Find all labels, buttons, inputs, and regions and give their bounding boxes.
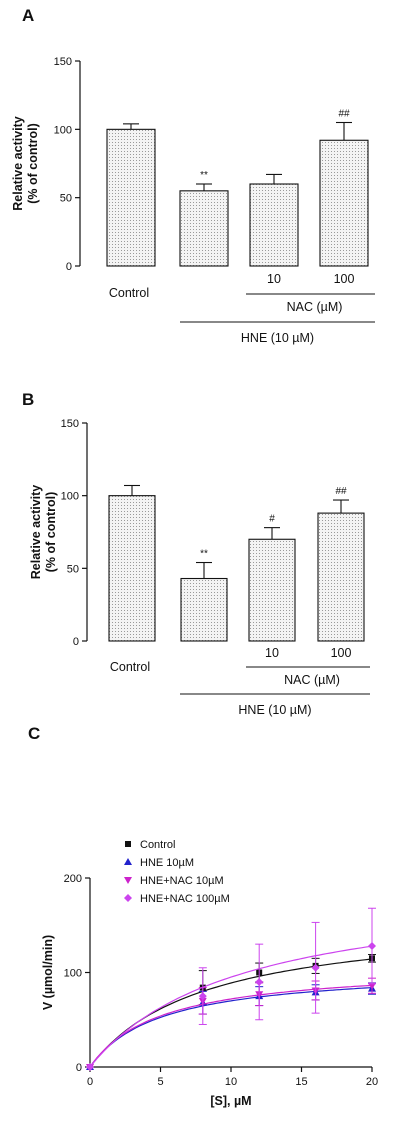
y-tick-label: 0 (76, 1062, 82, 1074)
fit-curve (89, 945, 373, 1068)
y-tick-label: 0 (73, 636, 79, 648)
bar (179, 190, 229, 267)
legend-marker (125, 841, 131, 847)
panel-a: A 0 50 100 150 Relative activity (% of contro… (0, 0, 400, 370)
x-tick-label: 5 (157, 1076, 163, 1088)
y-axis-label-line1: Relative activity (29, 485, 43, 580)
y-tick-label: 200 (64, 873, 82, 885)
x-tick-label: 10 (225, 1076, 237, 1088)
data-point (311, 963, 320, 972)
y-tick-label: 100 (64, 968, 82, 980)
category-label: 10 (267, 272, 281, 286)
nac-group-label: NAC (µM) (284, 673, 340, 687)
y-tick-label: 50 (60, 193, 72, 205)
y-tick-label: 100 (61, 491, 79, 503)
category-label: 10 (265, 646, 279, 660)
fit-curve (89, 987, 373, 1068)
fit-curve (89, 984, 373, 1068)
y-axis-label-line1: Relative activity (11, 116, 25, 211)
y-tick-label: 150 (61, 418, 79, 430)
data-point (198, 992, 207, 1001)
legend-marker (124, 877, 132, 884)
bar (319, 139, 369, 267)
bar-chart-a: 0 50 100 150 Relative activity (% of control)… (11, 56, 375, 345)
bar (317, 512, 365, 642)
legend-marker (124, 894, 132, 902)
x-tick-label: 20 (366, 1076, 378, 1088)
category-label: Control (109, 286, 149, 300)
hne-group-label: HNE (10 µM) (238, 703, 311, 717)
y-tick-label: 100 (54, 124, 72, 136)
significance-mark: # (269, 514, 275, 525)
x-axis-label: [S], µM (210, 1094, 251, 1108)
kinetics-chart-c: 0 100 200 0 5 10 15 20 [S], µM V (µmol/min) Contro… (41, 839, 378, 1108)
data-point (368, 982, 376, 990)
hne-group-label: HNE (10 µM) (241, 331, 314, 345)
bar (180, 577, 228, 642)
significance-mark: ## (338, 109, 350, 120)
panel-b: B 0 50 100 150 Relative activity (% of contro… (0, 378, 400, 718)
significance-mark: ## (335, 486, 347, 497)
significance-mark: ** (200, 170, 208, 181)
y-tick-label: 50 (67, 563, 79, 575)
bar (249, 183, 299, 267)
legend-label: Control (140, 839, 175, 851)
legend-label: HNE 10µM (140, 857, 194, 869)
panel-c: C 0 100 200 0 5 10 15 20 [S], µM V (µmol/min) Cont… (0, 720, 400, 1126)
panel-a-label: A (22, 6, 35, 25)
y-tick-label: 150 (54, 56, 72, 68)
bar (248, 538, 296, 642)
bar (108, 495, 156, 642)
panel-b-label: B (22, 390, 35, 409)
bar-chart-b: 0 50 100 150 Relative activity (% of control)… (29, 418, 370, 717)
data-point (255, 977, 264, 986)
fit-curve (89, 958, 373, 1068)
y-axis-label-line2: (% of control) (44, 492, 58, 573)
y-tick-label: 0 (66, 261, 72, 273)
legend-label: HNE+NAC 10µM (140, 875, 224, 887)
nac-group-label: NAC (µM) (287, 300, 343, 314)
bar (106, 128, 156, 267)
y-axis-label-line2: (% of control) (26, 123, 40, 204)
x-tick-label: 15 (295, 1076, 307, 1088)
legend-marker (124, 858, 132, 865)
x-tick-label: 0 (87, 1076, 93, 1088)
significance-mark: ** (200, 549, 208, 560)
panel-c-label: C (28, 724, 41, 743)
y-axis-label: V (µmol/min) (41, 935, 55, 1010)
category-label: 100 (334, 272, 355, 286)
category-label: Control (110, 660, 150, 674)
data-point (368, 942, 376, 951)
data-point (86, 1063, 94, 1071)
category-label: 100 (331, 646, 352, 660)
legend-label: HNE+NAC 100µM (140, 893, 230, 905)
